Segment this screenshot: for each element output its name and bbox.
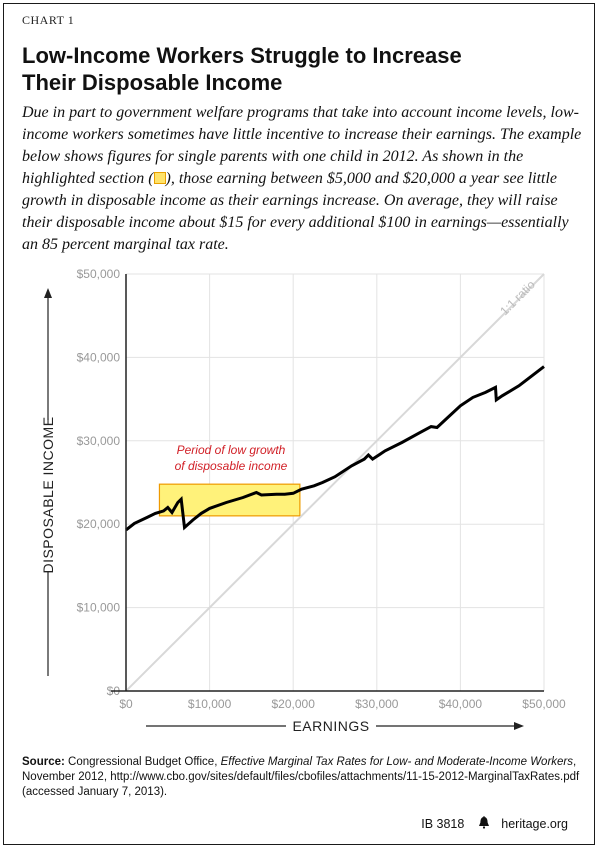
axes: DISPOSABLE INCOME EARNINGS xyxy=(40,274,544,734)
issue-code: IB 3818 xyxy=(421,817,465,831)
source-title: Effective Marginal Tax Rates for Low- an… xyxy=(220,756,573,768)
x-axis-arrow-icon xyxy=(514,722,524,730)
y-axis-title: DISPOSABLE INCOME xyxy=(40,416,56,573)
y-tick-label: $10,000 xyxy=(77,601,121,615)
y-tick-label: $30,000 xyxy=(77,434,121,448)
x-tick-label: $20,000 xyxy=(272,697,316,711)
y-axis-arrow-icon xyxy=(44,288,52,298)
x-tick-label: $30,000 xyxy=(355,697,399,711)
chart-title: Low-Income Workers Struggle to Increase … xyxy=(22,42,582,96)
highlight-swatch-icon xyxy=(153,172,166,184)
line-chart: 1:1 ratio $0 $10,000 $20,000 $30,000 $40,000… xyxy=(40,267,566,734)
source-note: Source: Congressional Budget Office, Eff… xyxy=(22,755,588,800)
ratio-series: 1:1 ratio xyxy=(125,273,545,692)
y-tick-label: $50,000 xyxy=(77,267,121,281)
description-part-1: Due in part to government welfare progra… xyxy=(22,104,582,187)
site-url[interactable]: heritage.org xyxy=(501,817,568,831)
y-tick-label: $40,000 xyxy=(77,350,121,364)
x-tick-label: $40,000 xyxy=(439,697,483,711)
x-tick-label: $0 xyxy=(119,697,133,711)
chart-label: CHART 1 xyxy=(22,13,75,27)
title-line-1: Low-Income Workers Struggle to Increase xyxy=(22,43,462,68)
annotation-line-2: of disposable income xyxy=(175,459,288,473)
series-line xyxy=(125,365,545,532)
source-text-1: Congressional Budget Office, xyxy=(64,756,221,768)
y-tick-label: $20,000 xyxy=(77,517,121,531)
axis-ticks: $0 $10,000 $20,000 $30,000 $40,000 $50,000$0$… xyxy=(77,267,566,711)
data-series xyxy=(125,365,545,532)
source-label: Source: xyxy=(22,756,65,768)
annotations: Period of low growth of disposable income xyxy=(175,443,288,473)
x-axis-title: EARNINGS xyxy=(292,718,369,734)
footer: IB 3818 heritage.org xyxy=(421,816,568,832)
ratio-label: 1:1 ratio xyxy=(497,277,538,318)
title-line-2: Their Disposable Income xyxy=(22,70,283,95)
source-text-2: , November 2012, http://www.cbo.gov/site… xyxy=(22,756,580,798)
x-tick-label: $50,000 xyxy=(522,697,566,711)
x-tick-label: $10,000 xyxy=(188,697,232,711)
grid-lines xyxy=(126,273,545,691)
description-part-2: ), those earning between $5,000 and $20,… xyxy=(22,170,569,253)
chart-description: Due in part to government welfare progra… xyxy=(22,102,588,256)
annotation-line-1: Period of low growth xyxy=(177,443,286,457)
chart-frame: CHART 1 Low-Income Workers Struggle to I… xyxy=(3,3,595,845)
ratio-line xyxy=(125,273,545,692)
liberty-bell-icon xyxy=(478,816,490,832)
